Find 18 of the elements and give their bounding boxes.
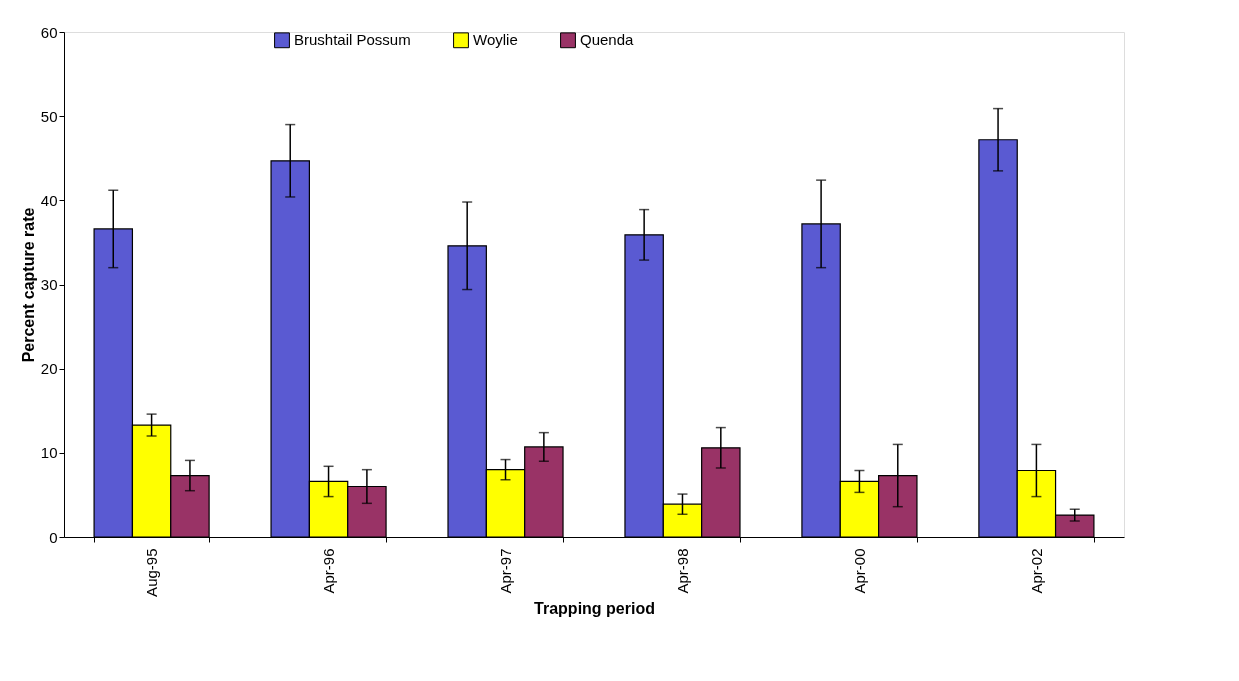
y-axis-title: Percent capture rate [19, 207, 37, 363]
x-tick-label: Apr-98 [673, 548, 691, 594]
x-tick-label: Apr-02 [1027, 548, 1045, 594]
y-tick-label: 60 [40, 23, 58, 41]
legend-label: Quenda [580, 31, 635, 49]
y-tick-label: 10 [40, 444, 58, 462]
y-tick-label: 30 [40, 276, 58, 293]
y-tick-label: 40 [40, 191, 58, 209]
y-tick-label: 50 [40, 107, 58, 125]
x-tick-label: Aug-95 [143, 548, 161, 597]
legend-label: Woylie [473, 31, 518, 49]
x-tick-label: Apr-96 [320, 548, 338, 594]
x-tick-label: Apr-97 [497, 548, 515, 594]
y-tick-label: 0 [49, 528, 58, 546]
y-tick-label: 20 [40, 360, 58, 378]
x-axis-title: Trapping period [534, 599, 655, 617]
legend-label: Brushtail Possum [294, 31, 411, 49]
x-tick-label: Apr-00 [850, 548, 868, 594]
